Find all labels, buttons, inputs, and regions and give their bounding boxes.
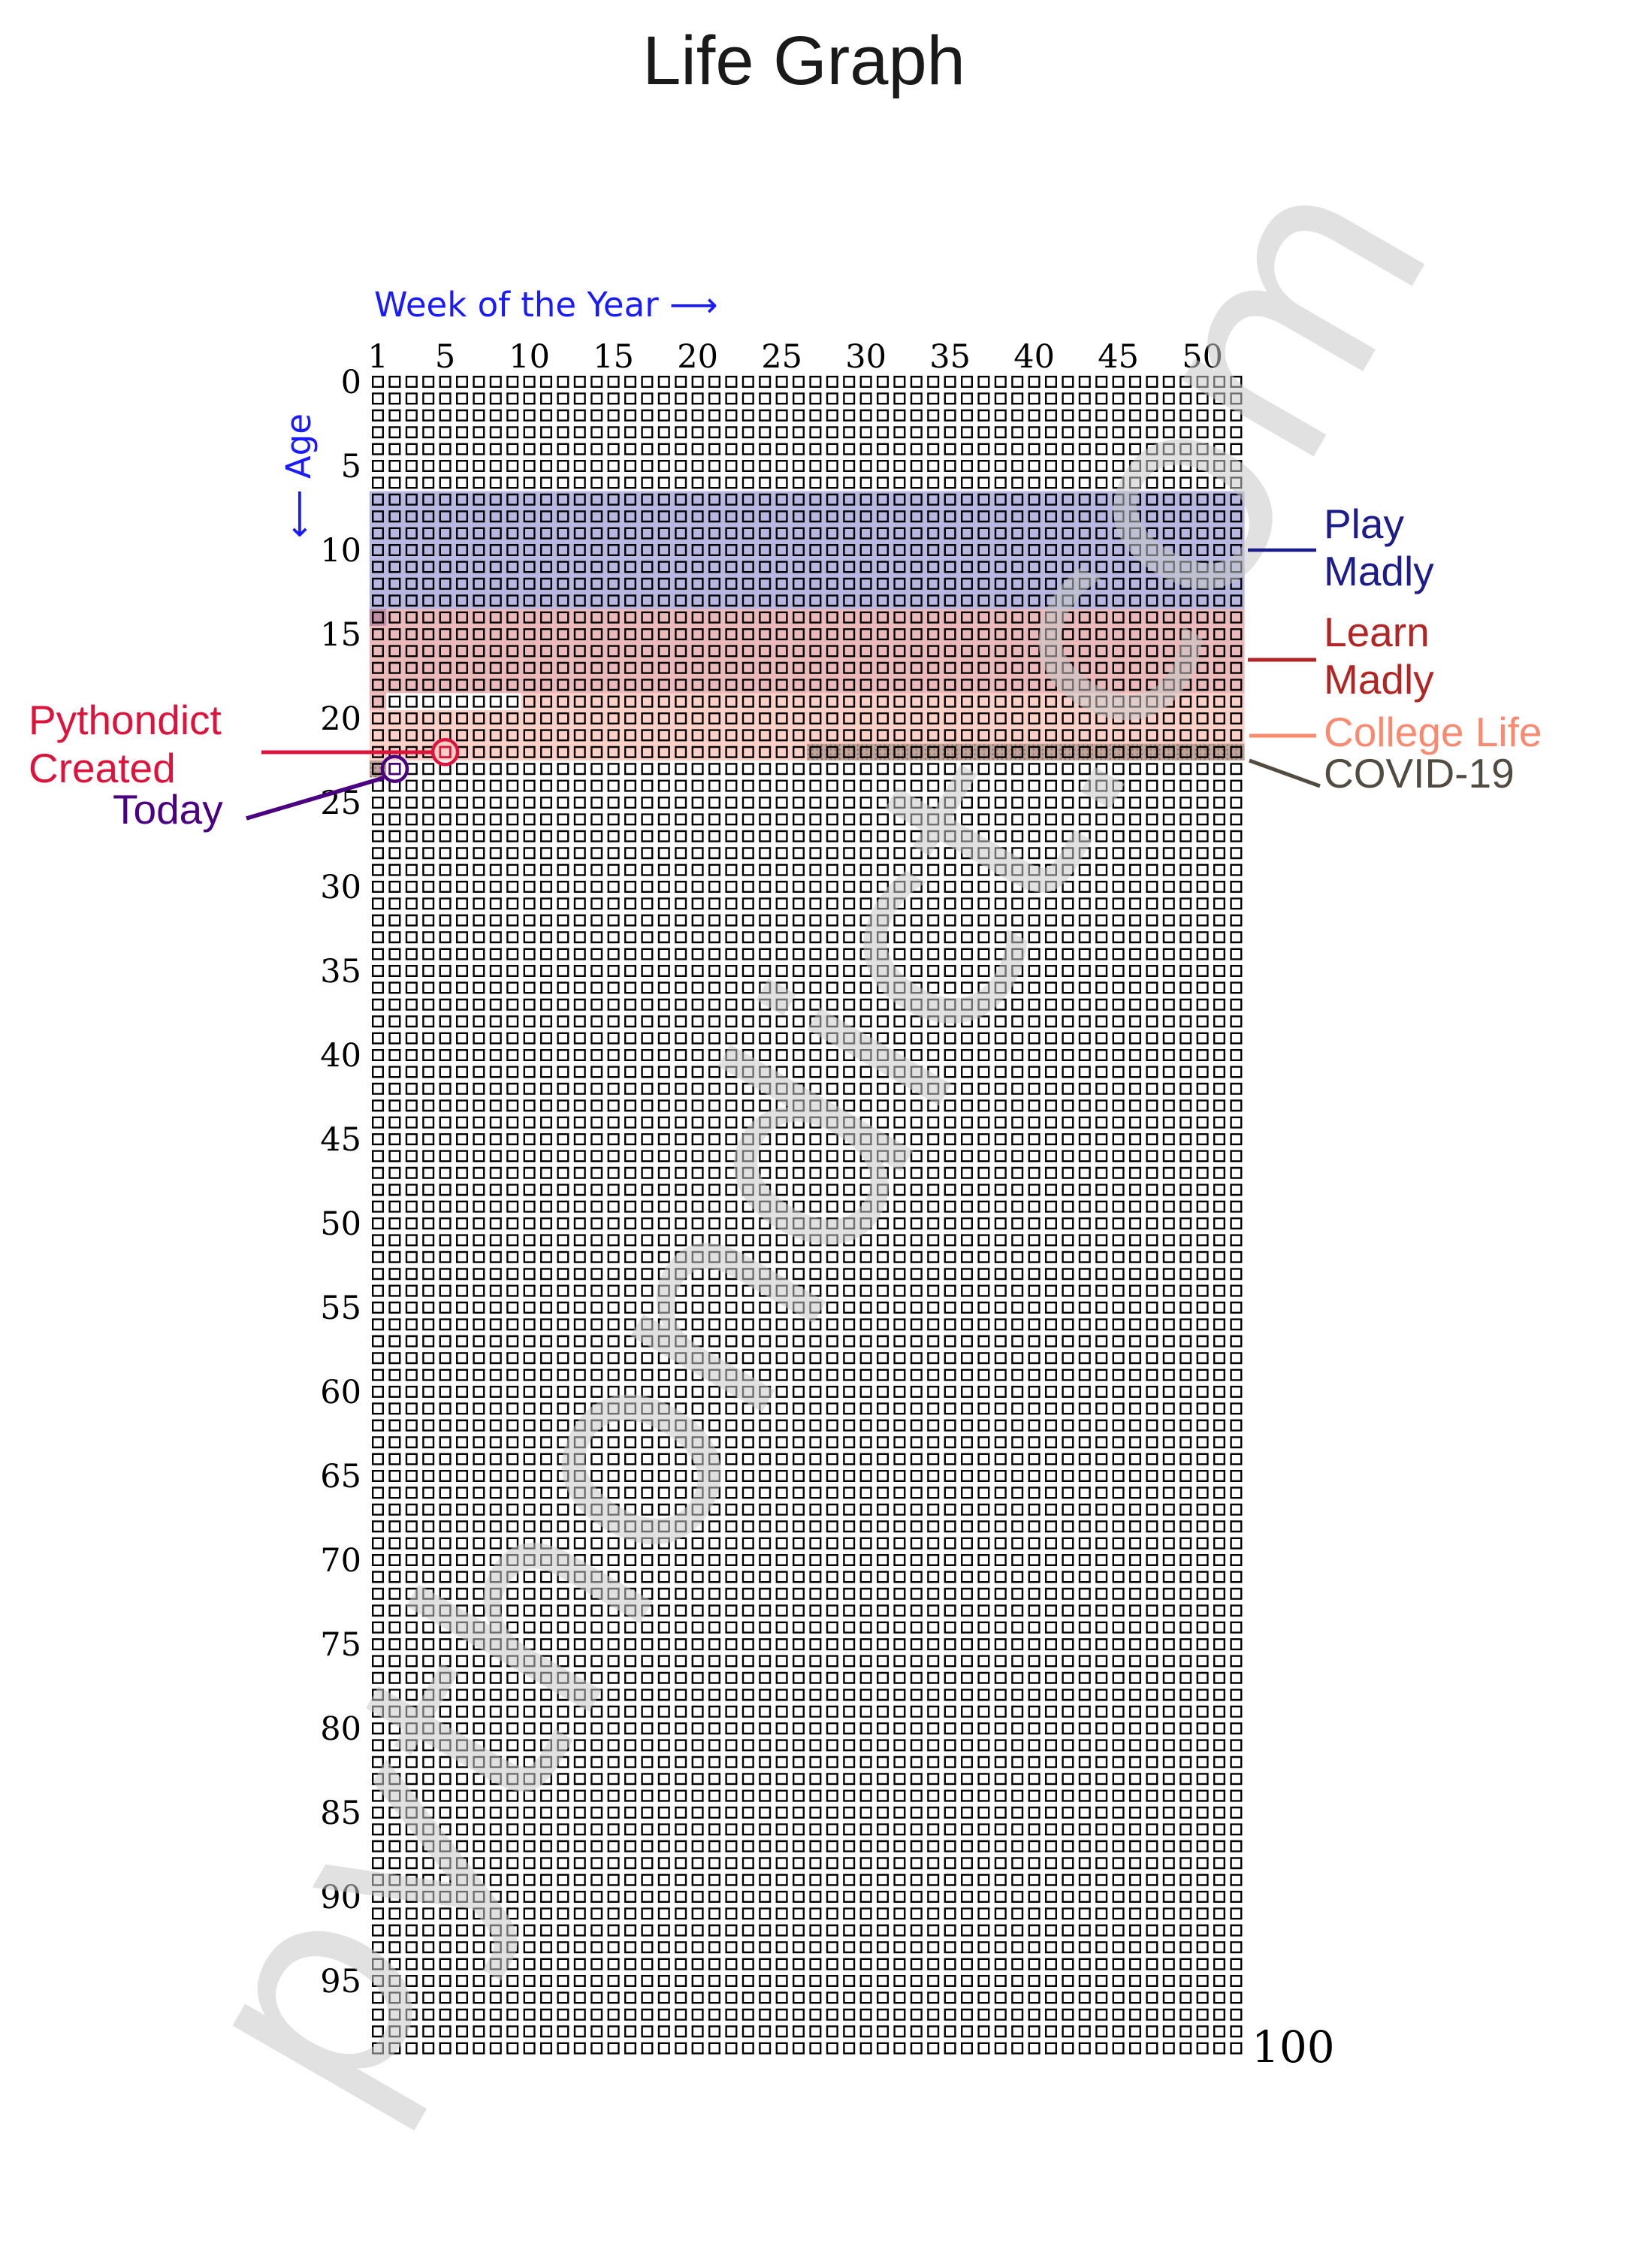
week-tick-label: 50 [1182, 338, 1223, 376]
pythondict-created-marker [430, 738, 460, 767]
age-tick-label: 75 [320, 1626, 361, 1664]
x-axis-label: Week of the Year ⟶ [374, 285, 718, 325]
play-madly-label-line2: Madly [1324, 548, 1434, 594]
age-tick-label: 60 [320, 1374, 361, 1411]
play-madly-band [369, 491, 1245, 508]
week-cells-path [372, 376, 1243, 2055]
age-tick-label: 0 [341, 364, 361, 401]
covid-19-label: COVID-19 [1324, 750, 1515, 797]
college-life-band [369, 727, 1245, 744]
age-tick-label: 65 [320, 1458, 361, 1495]
college-life-label: College Life [1324, 709, 1542, 755]
age-tick-label: 45 [320, 1121, 361, 1159]
play-madly-band [369, 575, 1245, 592]
y-axis-label: ⟵ Age [279, 413, 319, 538]
week-tick-label: 1 [367, 338, 388, 376]
age-tick-label: 55 [320, 1290, 361, 1327]
pythondict-created-label-line2: Created [29, 745, 176, 791]
learn-madly-label-line2: Madly [1324, 656, 1434, 703]
learn-madly-band [369, 659, 1245, 676]
today-label: Today [113, 786, 223, 833]
today-marker [380, 754, 409, 783]
chart-title: Life Graph [642, 23, 965, 99]
age-tick-label: 95 [320, 1963, 361, 2000]
week-tick-label: 15 [593, 338, 634, 376]
today-square [388, 763, 401, 776]
play-madly-label-line1: Play [1324, 500, 1404, 547]
age-tick-label: 30 [320, 869, 361, 906]
event-markers [380, 738, 460, 783]
learn-madly-band [369, 609, 1245, 626]
today-leader-line [246, 776, 385, 821]
week-grid [372, 376, 1243, 2055]
week-tick-label: 5 [435, 338, 455, 376]
age-tick-label: 15 [320, 616, 361, 654]
play-madly-band [369, 508, 1245, 525]
play-madly-band [369, 541, 1245, 559]
learn-madly-label-line1: Learn [1324, 609, 1430, 655]
play-madly-band [369, 525, 1245, 542]
week-tick-label: 30 [845, 338, 886, 376]
age-tick-label: 5 [341, 448, 361, 485]
learn-madly-band [369, 643, 1245, 660]
age-tick-label: 20 [320, 700, 361, 738]
week-tick-label: 35 [929, 338, 971, 376]
pythondict-created-square [439, 745, 452, 758]
covid-19-leader-line [1249, 758, 1321, 788]
week-tick-label: 25 [761, 338, 802, 376]
age-tick-label: 85 [320, 1795, 361, 1832]
pythondict-created-label-line1: Pythondict [29, 697, 222, 743]
week-tick-label: 10 [509, 338, 550, 376]
week-tick-label: 45 [1098, 338, 1139, 376]
age-tick-label: 40 [320, 1037, 361, 1075]
learn-madly-band [369, 625, 1245, 643]
play-madly-band [369, 558, 1245, 576]
age-tick-label: 80 [320, 1710, 361, 1748]
week-tick-labels: 1 5 10 15 20 25 30 35 40 45 50 [367, 338, 1223, 376]
college-life-band [369, 709, 1245, 727]
learn-madly-band [369, 676, 1245, 694]
age-end-tick-label: 100 [1252, 2022, 1335, 2073]
week-tick-label: 40 [1013, 338, 1055, 376]
play-madly-band [369, 592, 1245, 609]
age-tick-label: 90 [320, 1879, 361, 1916]
age-tick-label: 10 [320, 532, 361, 570]
age-tick-label: 35 [320, 953, 361, 990]
week-tick-label: 20 [677, 338, 718, 376]
age-tick-label: 70 [320, 1542, 361, 1580]
age-tick-label: 50 [320, 1205, 361, 1243]
